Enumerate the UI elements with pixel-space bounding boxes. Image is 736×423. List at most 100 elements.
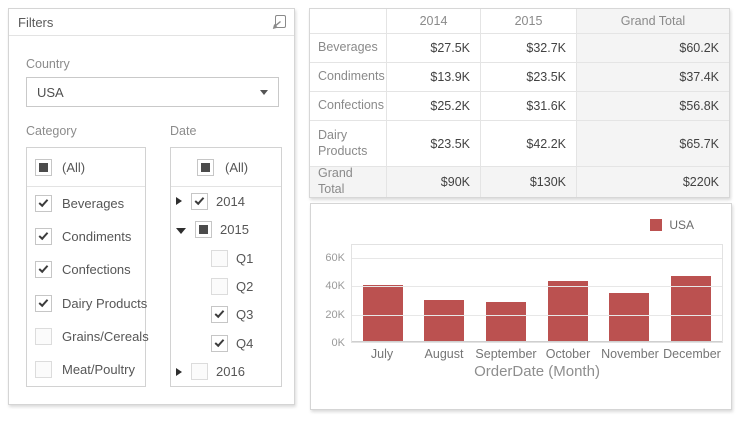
country-label: Country xyxy=(26,57,70,71)
item-label: Condiments xyxy=(62,229,132,245)
pivot-row-header: Beverages xyxy=(310,34,387,63)
pivot-row-header: Condiments xyxy=(310,63,387,92)
filters-panel-header: Filters xyxy=(9,9,294,36)
category-item[interactable]: Meat/Poultry xyxy=(27,353,145,386)
checkbox-checked[interactable] xyxy=(211,334,228,352)
checkbox-unchecked[interactable] xyxy=(211,249,228,267)
country-combobox-value: USA xyxy=(37,84,64,100)
y-tick-label: 20K xyxy=(325,308,345,321)
checkbox-unchecked[interactable] xyxy=(211,277,228,295)
item-label: (All) xyxy=(225,159,249,175)
checkbox-unchecked[interactable] xyxy=(35,327,52,345)
pivot-value-cell: $13.9K xyxy=(387,63,481,92)
item-label: 2015 xyxy=(220,222,249,238)
check-mark-icon xyxy=(38,296,49,307)
x-axis-label: July xyxy=(370,347,394,361)
item-label: Confections xyxy=(62,262,131,278)
item-label: Meat/Poultry xyxy=(62,361,135,377)
gridline xyxy=(352,258,722,260)
item-label: Dairy Products xyxy=(62,295,148,311)
check-mark-icon xyxy=(38,230,49,241)
checkbox-unchecked[interactable] xyxy=(35,360,52,378)
checkbox-checked[interactable] xyxy=(35,228,52,246)
y-tick-label: 0K xyxy=(331,337,345,349)
indeterminate-mark-icon xyxy=(199,225,208,235)
category-item-all[interactable]: (All) xyxy=(27,148,145,187)
check-mark-icon xyxy=(214,308,225,319)
check-mark-icon xyxy=(38,197,49,208)
x-axis-title: OrderDate (Month) xyxy=(474,363,600,380)
date-item[interactable]: 2014 xyxy=(171,187,281,215)
legend-label: USA xyxy=(669,218,694,232)
collapse-arrow-icon[interactable] xyxy=(176,227,186,234)
checkbox-indeterminate[interactable] xyxy=(195,221,212,239)
checkbox-indeterminate[interactable] xyxy=(35,158,52,176)
checkbox-checked[interactable] xyxy=(191,192,208,210)
pivot-value-cell: $65.7K xyxy=(577,121,729,167)
checkbox-checked[interactable] xyxy=(35,261,52,279)
pivot-value-cell: $32.7K xyxy=(481,34,577,63)
x-axis-label: August xyxy=(424,347,464,361)
chart-bar-november[interactable] xyxy=(609,292,650,342)
pivot-value-cell: $25.2K xyxy=(387,92,481,121)
pivot-value-cell: $90K xyxy=(387,167,481,197)
pivot-table: 2014 2015 Grand Total Beverages $27.5K $32.7K… xyxy=(309,8,730,198)
date-item[interactable]: 2015 xyxy=(171,215,281,243)
date-item[interactable]: 2016 xyxy=(171,358,281,386)
pivot-value-cell: $60.2K xyxy=(577,34,729,63)
item-label: Q4 xyxy=(236,335,254,351)
pivot-value-cell: $23.5K xyxy=(481,63,577,92)
checkbox-checked[interactable] xyxy=(35,195,52,213)
pivot-column-header: 2014 xyxy=(387,9,481,34)
item-label: Q2 xyxy=(236,278,254,294)
date-label: Date xyxy=(170,124,197,138)
country-combobox[interactable]: USA xyxy=(26,77,279,107)
y-tick-label: 40K xyxy=(325,280,345,293)
filters-panel: Filters Country USA Category Date (All) … xyxy=(8,8,295,405)
y-axis: 0K 20K 40K 60K xyxy=(311,244,345,349)
pivot-value-cell: $220K xyxy=(577,167,729,197)
pivot-value-cell: $27.5K xyxy=(387,34,481,63)
item-label: Beverages xyxy=(62,196,125,212)
check-mark-icon xyxy=(194,194,205,205)
item-label: Q1 xyxy=(236,250,254,266)
item-label: 2016 xyxy=(216,364,245,380)
date-item[interactable]: Q3 xyxy=(171,301,281,329)
date-item-all[interactable]: (All) xyxy=(171,148,281,187)
x-axis: July August September October November Decemb… xyxy=(351,347,723,361)
pivot-value-cell: $130K xyxy=(481,167,577,197)
indeterminate-mark-icon xyxy=(39,162,48,172)
y-tick-label: 60K xyxy=(325,252,345,265)
panel-title: Filters xyxy=(18,14,54,30)
chart-bar-august[interactable] xyxy=(424,299,465,342)
checkbox-checked[interactable] xyxy=(35,294,52,312)
chart-plot-area xyxy=(351,244,723,343)
category-item[interactable]: Grains/Cereals xyxy=(27,320,149,353)
category-item[interactable]: Confections xyxy=(27,253,145,286)
chart-bar-september[interactable] xyxy=(486,302,527,342)
category-item[interactable]: Condiments xyxy=(27,220,145,253)
expand-arrow-icon[interactable] xyxy=(176,367,182,376)
item-label: (All) xyxy=(62,159,86,175)
date-item[interactable]: Q1 xyxy=(171,244,281,272)
chart-legend[interactable]: USA xyxy=(650,218,694,232)
checkbox-unchecked[interactable] xyxy=(191,363,208,381)
category-item[interactable]: Beverages xyxy=(27,187,145,220)
date-treelist: (All) 2014 2015 Q1 Q2 Q3 Q4 2016 xyxy=(170,147,282,387)
expand-arrow-icon[interactable] xyxy=(176,197,182,206)
checkbox-indeterminate[interactable] xyxy=(197,158,214,176)
category-item[interactable]: Dairy Products xyxy=(27,287,148,320)
date-item[interactable]: Q4 xyxy=(171,329,281,357)
category-listbox: (All) Beverages Condiments Confections Dair… xyxy=(26,147,149,387)
date-item[interactable]: Q2 xyxy=(171,272,281,300)
checkbox-checked[interactable] xyxy=(211,306,228,324)
chart-bar-october[interactable] xyxy=(547,281,588,342)
pivot-value-cell: $37.4K xyxy=(577,63,729,92)
chart-bar-july[interactable] xyxy=(362,285,403,342)
legend-swatch-usa xyxy=(650,219,663,231)
item-label: Grains/Cereals xyxy=(62,328,149,344)
pivot-column-header: 2015 xyxy=(481,9,577,34)
pivot-row-header: Confections xyxy=(310,92,387,121)
pivot-value-cell: $56.8K xyxy=(577,92,729,121)
export-icon[interactable] xyxy=(271,14,287,30)
